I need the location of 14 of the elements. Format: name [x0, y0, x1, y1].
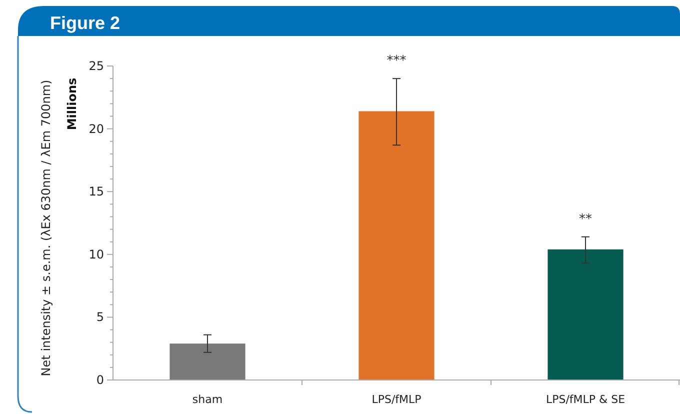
x-tick-label: LPS/fMLP & SE	[546, 393, 626, 406]
x-tick-label: sham	[192, 393, 223, 406]
y-tick-label: 0	[96, 373, 104, 387]
y-tick-label: 10	[88, 247, 104, 262]
chart-title: Figure 2	[50, 13, 120, 33]
y-tick-label: 15	[88, 184, 104, 199]
y-tick-label: 20	[88, 122, 104, 136]
x-tick-label: LPS/fMLP	[372, 393, 422, 406]
annotation: ***	[386, 54, 407, 69]
y-axis-title: Net intensity ± s.e.m. (λEx 630nm / λEm 700nm)	[39, 80, 53, 376]
text: Millions	[65, 78, 79, 130]
y-tick-label: 25	[88, 59, 104, 73]
annotation: **	[579, 212, 592, 227]
y-tick-label: 5	[96, 310, 104, 324]
